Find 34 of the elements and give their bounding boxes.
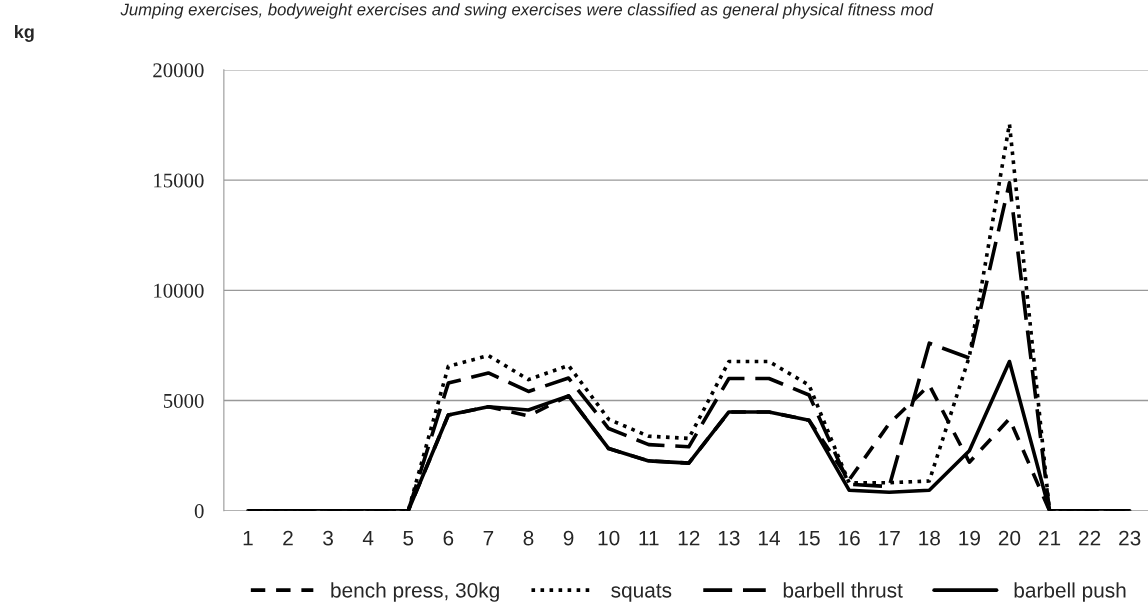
x-tick-label: 14 — [758, 530, 780, 546]
y-tick-label: 0 — [194, 504, 204, 519]
y-tick-label: 15000 — [154, 173, 204, 188]
text: Jumping exercises, bodyweight exercises and swing exercises were classified as general physical fitness mod — [120, 3, 934, 19]
x-tick-label: 9 — [563, 530, 574, 546]
x-tick-label: 12 — [678, 530, 700, 546]
x-tick-label: 23 — [1119, 530, 1141, 546]
x-tick-label: 7 — [483, 530, 494, 546]
x-tick-label: 5 — [403, 530, 414, 546]
x-tick-label: 6 — [443, 530, 454, 546]
y-tick-label: 20000 — [153, 63, 204, 78]
x-tick-label: 22 — [1079, 530, 1101, 546]
x-tick-label: 16 — [839, 530, 860, 546]
x-tick-label: 18 — [919, 530, 940, 546]
legend-label: squats — [611, 583, 672, 602]
legend-label: bench press, 30kg — [331, 582, 499, 602]
x-tick-label: 4 — [362, 530, 374, 546]
x-tick-label: 2 — [283, 530, 293, 546]
x-tick-label: 20 — [998, 530, 1021, 546]
x-tick-label: 19 — [959, 530, 980, 546]
x-tick-label: 3 — [323, 530, 333, 546]
text: kg — [15, 24, 34, 42]
y-tick-label: 5000 — [163, 393, 204, 408]
x-tick-label: 11 — [639, 530, 659, 546]
legend-label: barbell thrust — [783, 582, 903, 598]
x-tick-label: 17 — [879, 530, 900, 546]
x-tick-label: 15 — [799, 530, 820, 546]
x-tick-label: 13 — [718, 530, 740, 546]
x-tick-label: 10 — [598, 530, 620, 546]
legend-label: barbell push — [1014, 582, 1126, 602]
x-tick-label: 8 — [523, 530, 534, 546]
y-tick-label: 10000 — [154, 283, 204, 298]
x-tick-label: 21 — [1038, 530, 1061, 546]
x-tick-label: 1 — [243, 530, 253, 546]
